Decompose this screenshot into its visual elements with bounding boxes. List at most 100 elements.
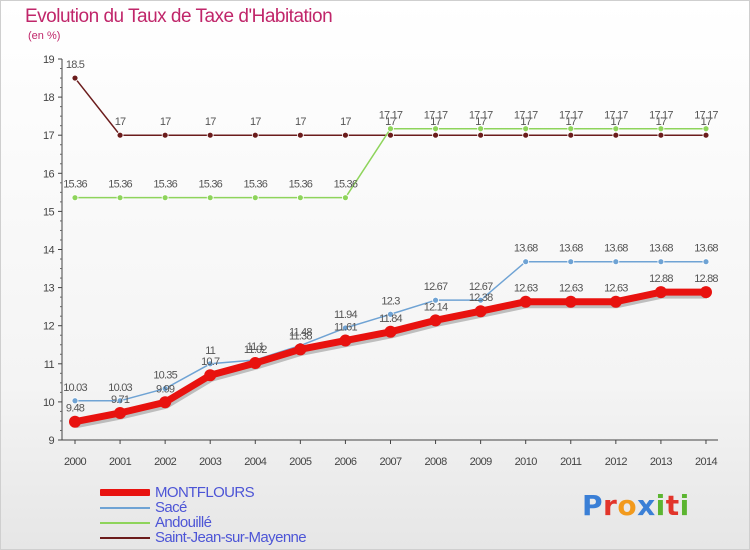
x-tick-label: 2012	[605, 456, 628, 468]
data-label-sac-: 12.67	[469, 281, 493, 293]
x-tick-label: 2006	[334, 456, 357, 468]
data-point-andouill-	[657, 125, 665, 133]
data-label-saint-jean-sur-mayenne: 17	[205, 116, 216, 128]
logo-letter: t	[665, 489, 680, 522]
data-label-sac-: 11.48	[289, 327, 312, 339]
data-point-sac-	[161, 385, 169, 392]
data-label-montflours: 11.38	[289, 330, 312, 342]
legend-item-andouille: Andouillé	[100, 515, 306, 530]
data-label-sac-: 13.68	[694, 243, 718, 255]
data-label-saint-jean-sur-mayenne: 17	[565, 116, 576, 128]
data-point-sac-	[657, 258, 665, 266]
data-label-montflours: 12.38	[469, 292, 493, 304]
data-label-andouill-: 17.17	[424, 110, 448, 122]
data-point-saint-jean-sur-mayenne	[116, 131, 124, 139]
data-point-sac-	[477, 296, 485, 304]
data-label-andouill-: 15.36	[153, 179, 177, 191]
data-point-andouill-	[116, 194, 124, 202]
x-tick-label: 2013	[650, 456, 673, 468]
legend-label-saint-jean: Saint-Jean-sur-Mayenne	[155, 529, 307, 546]
data-label-saint-jean-sur-mayenne: 17	[115, 116, 126, 128]
data-point-sac-	[702, 258, 710, 266]
data-point-andouill-	[296, 194, 304, 202]
data-label-saint-jean-sur-mayenne: 17	[430, 116, 441, 128]
legend-label-montflours: MONTFLOURS	[155, 484, 255, 501]
data-point-sac-	[612, 258, 620, 266]
data-point-montflours	[69, 415, 81, 428]
legend-swatch-sace	[100, 506, 150, 509]
data-label-andouill-: 17.17	[694, 110, 718, 122]
chart-title: Evolution du Taux de Taxe d'Habitation	[25, 6, 333, 27]
data-label-montflours: 11.02	[244, 344, 267, 356]
data-label-sac-: 12.3	[381, 295, 400, 307]
data-point-saint-jean-sur-mayenne	[432, 131, 439, 139]
data-label-montflours: 9.71	[111, 394, 130, 406]
data-point-saint-jean-sur-mayenne	[342, 131, 349, 139]
data-point-saint-jean-sur-mayenne	[702, 131, 710, 139]
proxiti-logo: Proxiti	[582, 489, 690, 522]
data-label-montflours: 12.63	[514, 283, 538, 295]
data-label-montflours: 9.48	[66, 403, 85, 415]
data-label-andouill-: 15.36	[198, 179, 222, 191]
data-label-saint-jean-sur-mayenne: 17	[160, 116, 171, 128]
data-point-andouill-	[522, 125, 530, 133]
data-label-andouill-: 17.17	[379, 110, 403, 122]
data-point-saint-jean-sur-mayenne	[387, 131, 394, 139]
data-label-sac-: 10.35	[153, 370, 177, 382]
data-point-montflours	[609, 295, 622, 308]
data-label-andouill-: 17.17	[604, 110, 628, 122]
data-label-saint-jean-sur-mayenne: 17	[656, 116, 667, 128]
data-label-montflours: 12.14	[424, 301, 448, 313]
y-tick-label: 19	[43, 54, 55, 66]
data-point-montflours	[249, 357, 262, 370]
x-tick-label: 2011	[560, 456, 582, 468]
legend-label-andouille: Andouillé	[155, 514, 212, 531]
x-tick-label: 2008	[425, 456, 448, 468]
data-label-sac-: 13.68	[559, 243, 583, 255]
data-point-montflours	[429, 314, 442, 327]
data-label-sac-: 12.67	[424, 281, 448, 293]
data-label-montflours: 11.84	[379, 313, 402, 325]
data-label-saint-jean-sur-mayenne: 17	[250, 116, 261, 128]
legend-swatch-saint-jean	[100, 536, 150, 539]
data-point-saint-jean-sur-mayenne	[206, 131, 214, 139]
data-point-montflours	[564, 295, 577, 308]
x-tick-label: 2000	[64, 456, 87, 468]
logo-letter: i	[655, 489, 666, 522]
data-point-andouill-	[612, 125, 620, 133]
data-point-saint-jean-sur-mayenne	[522, 131, 530, 139]
data-label-montflours: 12.88	[649, 273, 673, 285]
data-label-andouill-: 15.36	[108, 179, 132, 191]
data-label-montflours: 12.63	[604, 283, 628, 295]
legend-item-montflours: MONTFLOURS	[100, 485, 306, 500]
y-tick-label: 17	[43, 130, 55, 142]
data-point-sac-	[387, 310, 394, 318]
y-tick-label: 11	[44, 359, 55, 371]
data-label-saint-jean-sur-mayenne: 18.5	[66, 59, 85, 71]
x-tick-label: 2001	[109, 456, 132, 468]
data-point-sac-	[567, 258, 575, 266]
data-label-montflours: 12.88	[694, 273, 718, 285]
data-point-montflours	[204, 369, 217, 382]
logo-letter: x	[637, 489, 656, 522]
data-point-andouill-	[251, 194, 259, 202]
x-tick-label: 2014	[695, 456, 718, 468]
y-tick-label: 14	[43, 245, 55, 257]
data-label-sac-: 13.68	[604, 243, 628, 255]
data-label-saint-jean-sur-mayenne: 17	[295, 116, 306, 128]
data-label-saint-jean-sur-mayenne: 17	[385, 116, 396, 128]
y-axis-unit: (en %)	[28, 30, 61, 42]
data-label-andouill-: 15.36	[334, 179, 358, 191]
data-label-sac-: 10.03	[63, 382, 87, 394]
data-point-saint-jean-sur-mayenne	[251, 131, 259, 139]
data-label-andouill-: 15.36	[244, 179, 268, 191]
data-label-montflours: 11.61	[334, 322, 357, 334]
data-label-saint-jean-sur-mayenne: 17	[611, 116, 622, 128]
logo-letter: r	[603, 489, 618, 522]
data-point-sac-	[71, 397, 79, 405]
data-point-andouill-	[477, 125, 485, 133]
data-label-sac-: 11.1	[247, 341, 265, 353]
data-label-saint-jean-sur-mayenne: 17	[475, 116, 486, 128]
y-tick-label: 10	[43, 397, 55, 409]
